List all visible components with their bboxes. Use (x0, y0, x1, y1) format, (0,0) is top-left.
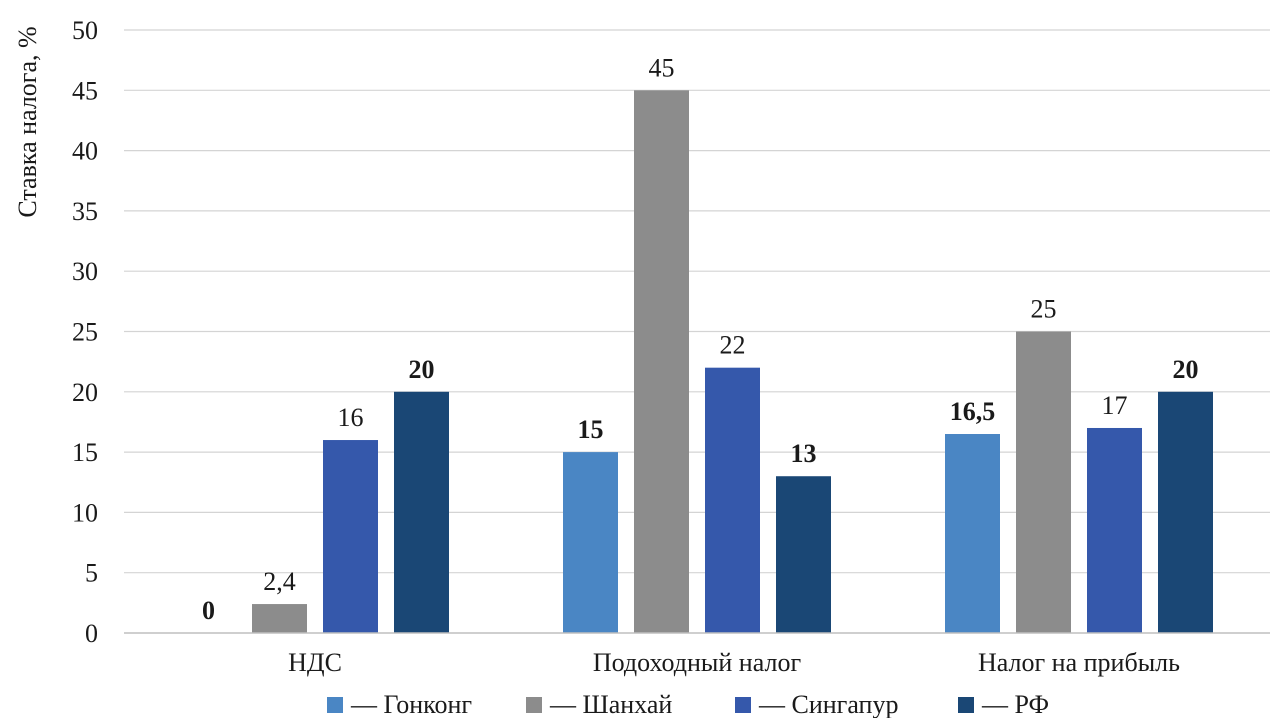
data-label: 13 (791, 439, 817, 468)
bar-2-2 (634, 90, 689, 634)
bar-4-1 (394, 391, 449, 633)
legend-label: — Шанхай (549, 690, 672, 718)
bar-1-3 (945, 434, 1000, 633)
legend: — Гонконг — Шанхай — Сингапур — РФ (327, 690, 1049, 718)
y-axis-ticks: 0 5 10 15 20 25 30 35 40 45 50 (72, 16, 98, 648)
y-tick-label: 20 (72, 378, 98, 407)
data-label: 45 (649, 53, 675, 82)
bar-2-3 (1016, 331, 1071, 633)
y-tick-label: 15 (72, 438, 98, 467)
legend-swatch (327, 697, 343, 713)
data-label: 20 (409, 355, 435, 384)
y-tick-label: 30 (72, 257, 98, 286)
legend-label: — РФ (981, 690, 1049, 718)
bar-2-1 (252, 604, 307, 633)
legend-swatch (735, 697, 751, 713)
bar-3-1 (323, 440, 378, 633)
legend-swatch (958, 697, 974, 713)
bar-4-3 (1158, 391, 1213, 633)
y-axis-label: Ставка налога, % (13, 26, 42, 217)
bar-1-2 (563, 452, 618, 633)
gridlines (124, 29, 1270, 574)
category-label: Подоходный налог (593, 648, 801, 677)
y-tick-label: 40 (72, 137, 98, 166)
data-label: 22 (720, 331, 746, 360)
legend-label: — Гонконг (350, 690, 472, 718)
y-tick-label: 35 (72, 197, 98, 226)
category-label: Налог на прибыль (978, 648, 1180, 677)
y-tick-label: 5 (85, 559, 98, 588)
y-tick-label: 25 (72, 318, 98, 347)
y-tick-label: 50 (72, 16, 98, 45)
data-label: 2,4 (263, 567, 296, 596)
data-label: 15 (578, 415, 604, 444)
category-label: НДС (288, 648, 342, 677)
data-label: 0 (202, 596, 215, 625)
data-label: 20 (1173, 355, 1199, 384)
data-label: 17 (1102, 391, 1128, 420)
data-label: 25 (1031, 295, 1057, 324)
legend-swatch (526, 697, 542, 713)
y-tick-label: 10 (72, 498, 98, 527)
bar-3-3 (1087, 427, 1142, 633)
data-labels: 0 2,4 16 20 15 45 22 13 16,5 25 17 20 (202, 53, 1199, 625)
bars (252, 90, 1213, 634)
data-label: 16 (338, 403, 364, 432)
y-tick-label: 45 (72, 76, 98, 105)
category-labels: НДС Подоходный налог Налог на прибыль (288, 648, 1180, 677)
y-tick-label: 0 (85, 619, 98, 648)
legend-label: — Сингапур (758, 690, 898, 718)
bar-4-2 (776, 476, 831, 633)
data-label: 16,5 (950, 397, 996, 426)
bar-3-2 (705, 367, 760, 633)
